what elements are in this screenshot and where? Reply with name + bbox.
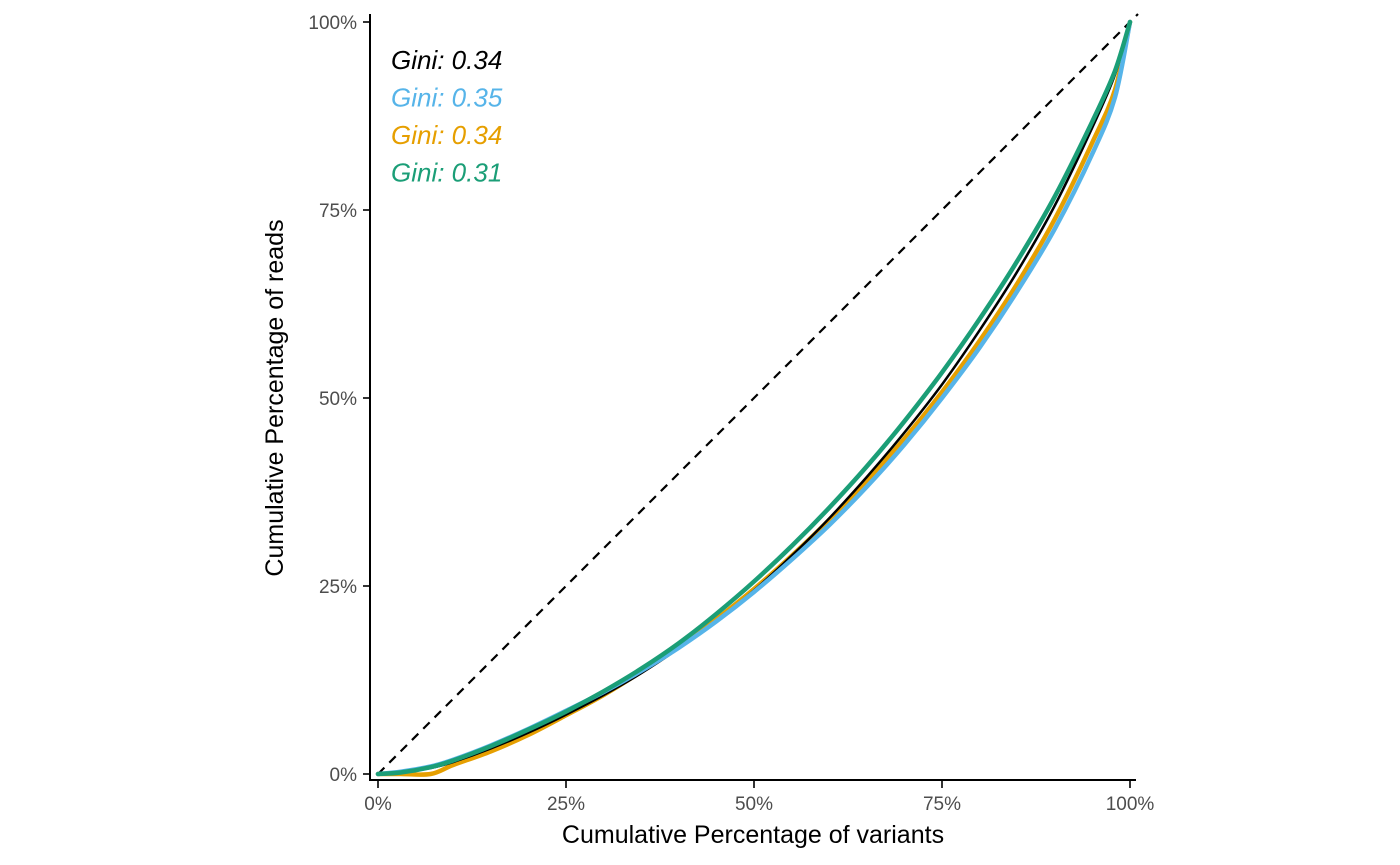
gini-annotation: Gini: 0.34 bbox=[391, 45, 502, 75]
y-tick-label: 75% bbox=[319, 201, 357, 222]
y-tick-label: 50% bbox=[319, 389, 357, 410]
gini-annotation: Gini: 0.34 bbox=[391, 120, 502, 150]
x-tick-label: 25% bbox=[547, 794, 585, 815]
plot-area bbox=[375, 13, 1139, 777]
equality-reference-line bbox=[377, 13, 1139, 775]
axes bbox=[369, 14, 1136, 781]
x-tick-label: 50% bbox=[735, 794, 773, 815]
x-tick-label: 75% bbox=[923, 794, 961, 815]
y-axis-title: Cumulative Percentage of reads bbox=[261, 219, 289, 576]
gini-annotations: Gini: 0.34 Gini: 0.35 Gini: 0.34 Gini: 0.31 bbox=[391, 45, 503, 188]
x-ticks: 0% 25% 50% 75% 100% bbox=[364, 781, 1154, 815]
gini-annotation: Gini: 0.35 bbox=[391, 83, 503, 113]
y-tick-label: 25% bbox=[319, 577, 357, 598]
x-tick-label: 100% bbox=[1106, 794, 1155, 815]
x-tick-label: 0% bbox=[364, 794, 392, 815]
y-ticks: 0% 25% 50% 75% 100% bbox=[308, 13, 369, 786]
lorenz-curve-series-4 bbox=[375, 19, 1133, 777]
y-tick-label: 100% bbox=[308, 13, 357, 34]
x-axis-title: Cumulative Percentage of variants bbox=[562, 821, 944, 849]
gini-annotation: Gini: 0.31 bbox=[391, 158, 502, 188]
y-tick-label: 0% bbox=[330, 765, 358, 786]
